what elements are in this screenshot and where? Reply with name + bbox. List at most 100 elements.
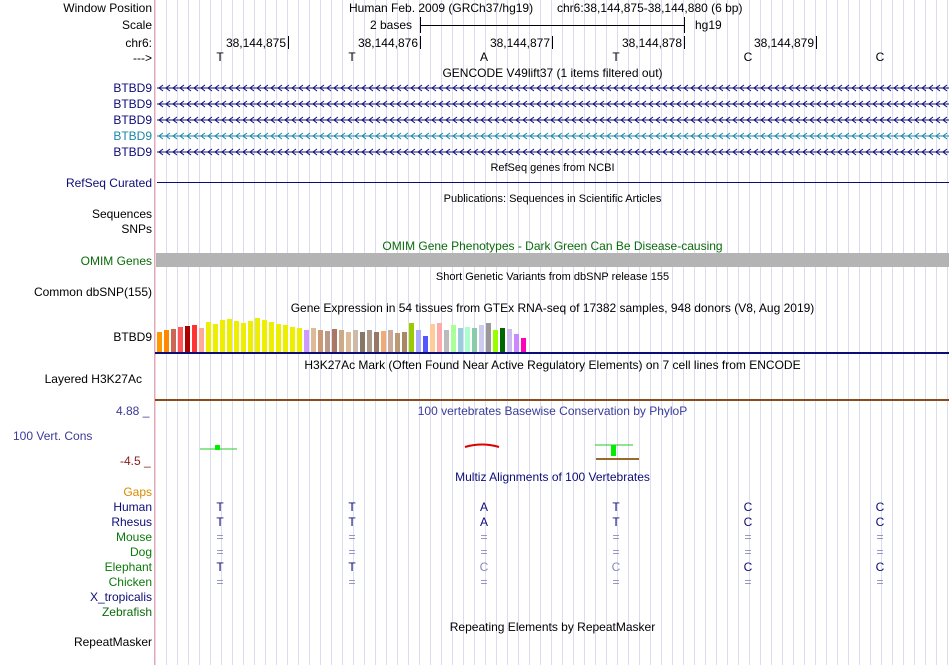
gtex-tissue-bar[interactable]: [395, 333, 400, 352]
gtex-tissue-bar[interactable]: [402, 332, 407, 352]
gencode-gene-label[interactable]: BTBD9: [113, 129, 152, 143]
gtex-tissue-bar[interactable]: [206, 322, 211, 352]
multiz-base: =: [744, 575, 752, 589]
gtex-tissue-bar[interactable]: [500, 328, 505, 352]
gtex-tissue-bar[interactable]: [318, 330, 323, 352]
gtex-tissue-bar[interactable]: [374, 332, 379, 352]
gtex-tissue-bar[interactable]: [367, 330, 372, 352]
gtex-tissue-bar[interactable]: [213, 324, 218, 352]
gtex-tissue-bar[interactable]: [388, 330, 393, 352]
gencode-gene-track[interactable]: [157, 147, 949, 157]
multiz-base: C: [611, 560, 621, 574]
publications-snps-label[interactable]: SNPs: [121, 222, 152, 236]
dna-base: T: [612, 50, 620, 64]
gtex-tissue-bar[interactable]: [178, 327, 183, 352]
gtex-tissue-bar[interactable]: [325, 331, 330, 352]
conservation-plot[interactable]: [155, 440, 949, 465]
gtex-tissue-bar[interactable]: [360, 332, 365, 352]
position-readout[interactable]: chr6:38,144,875-38,144,880 (6 bp): [557, 1, 743, 15]
gtex-tissue-bar[interactable]: [339, 330, 344, 352]
gtex-tissue-bar[interactable]: [297, 328, 302, 352]
gtex-tissue-bar[interactable]: [192, 325, 197, 352]
multiz-gaps-label[interactable]: Gaps: [123, 485, 152, 499]
gtex-tissue-bar[interactable]: [416, 330, 421, 352]
gtex-tissue-bar[interactable]: [444, 330, 449, 352]
multiz-base: T: [612, 500, 620, 514]
gtex-tissue-bar[interactable]: [472, 328, 477, 352]
h3k27ac-track-label[interactable]: Layered H3K27Ac: [44, 372, 142, 386]
publications-sequences-label[interactable]: Sequences: [91, 207, 152, 221]
gtex-tissue-bar[interactable]: [486, 323, 491, 352]
gtex-tissue-bar[interactable]: [185, 326, 190, 352]
gtex-tissue-bar[interactable]: [269, 322, 274, 352]
gtex-tissue-bar[interactable]: [514, 334, 519, 352]
gtex-tissue-bar[interactable]: [262, 320, 267, 352]
dbsnp-track-title: Short Genetic Variants from dbSNP releas…: [435, 271, 670, 283]
gtex-tissue-bar[interactable]: [465, 327, 470, 352]
multiz-species-label[interactable]: Zebrafish: [101, 605, 152, 619]
multiz-species-label[interactable]: Mouse: [115, 530, 152, 544]
gtex-tissue-bar[interactable]: [353, 330, 358, 352]
gencode-gene-track[interactable]: [157, 131, 949, 141]
gtex-tissue-bar[interactable]: [521, 338, 526, 352]
gtex-tissue-bar[interactable]: [241, 323, 246, 352]
gtex-tissue-bar[interactable]: [479, 325, 484, 352]
gtex-tissue-bar[interactable]: [346, 332, 351, 352]
gtex-tissue-bar[interactable]: [255, 318, 260, 352]
gtex-tissue-bar[interactable]: [458, 328, 463, 352]
repeatmasker-track-label[interactable]: RepeatMasker: [73, 635, 152, 649]
gencode-gene-track[interactable]: [157, 83, 949, 93]
gtex-tissue-bar[interactable]: [430, 324, 435, 352]
gtex-tissue-bar[interactable]: [423, 336, 428, 352]
gtex-tissue-bar[interactable]: [234, 321, 239, 352]
strand-chevrons: [158, 148, 948, 156]
multiz-species-label[interactable]: X_tropicalis: [89, 590, 152, 604]
gtex-tissue-bar[interactable]: [199, 328, 204, 352]
gtex-tissue-bar[interactable]: [164, 330, 169, 352]
gtex-tissue-bar[interactable]: [304, 330, 309, 352]
multiz-species-label[interactable]: Dog: [129, 545, 152, 559]
gtex-tissue-bar[interactable]: [437, 323, 442, 352]
gtex-expression-chart[interactable]: [157, 316, 537, 352]
gtex-tissue-bar[interactable]: [451, 325, 456, 352]
multiz-base: =: [744, 530, 752, 544]
gencode-gene-label[interactable]: BTBD9: [113, 113, 152, 127]
gencode-gene-label[interactable]: BTBD9: [113, 97, 152, 111]
gtex-tissue-bar[interactable]: [220, 320, 225, 352]
chrom-label[interactable]: chr6:: [125, 36, 152, 50]
strand-arrow[interactable]: --->: [133, 51, 152, 65]
gencode-gene-track[interactable]: [157, 115, 949, 125]
conservation-track-label[interactable]: 100 Vert. Cons: [13, 429, 93, 443]
gtex-tissue-bar[interactable]: [248, 321, 253, 352]
gtex-tissue-bar[interactable]: [276, 324, 281, 352]
gtex-tissue-bar[interactable]: [381, 331, 386, 352]
gencode-gene-label[interactable]: BTBD9: [113, 81, 152, 95]
gtex-tissue-bar[interactable]: [493, 330, 498, 352]
gencode-gene-label[interactable]: BTBD9: [113, 145, 152, 159]
gtex-tissue-bar[interactable]: [409, 323, 414, 352]
gencode-gene-track[interactable]: [157, 99, 949, 109]
gtex-track-label[interactable]: BTBD9: [113, 330, 152, 344]
omim-gene-bar[interactable]: [156, 253, 949, 267]
refseq-track-label[interactable]: RefSeq Curated: [65, 176, 152, 190]
gtex-tissue-bar[interactable]: [283, 325, 288, 352]
multiz-base: T: [216, 500, 224, 514]
gtex-tissue-bar[interactable]: [157, 332, 162, 352]
gtex-tissue-bar[interactable]: [227, 319, 232, 352]
gtex-tissue-bar[interactable]: [507, 329, 512, 352]
multiz-base: =: [612, 575, 620, 589]
multiz-species-label[interactable]: Rhesus: [111, 515, 152, 529]
gtex-tissue-bar[interactable]: [290, 327, 295, 352]
gtex-tissue-bar[interactable]: [171, 329, 176, 352]
multiz-species-label[interactable]: Elephant: [104, 560, 152, 574]
dbsnp-track-label[interactable]: Common dbSNP(155): [33, 285, 152, 299]
omim-track-label[interactable]: OMIM Genes: [80, 254, 152, 268]
ruler-tick: [288, 36, 289, 49]
multiz-species-label[interactable]: Human: [113, 500, 152, 514]
gtex-tissue-bar[interactable]: [332, 329, 337, 352]
h3k27ac-signal-line: [155, 399, 949, 401]
refseq-gene-line[interactable]: [157, 182, 949, 183]
gtex-tissue-bar[interactable]: [311, 328, 316, 352]
multiz-species-label[interactable]: Chicken: [108, 575, 152, 589]
